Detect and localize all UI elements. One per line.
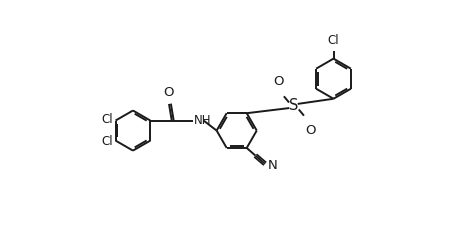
- Text: Cl: Cl: [327, 34, 339, 47]
- Text: O: O: [164, 86, 174, 99]
- Text: Cl: Cl: [101, 135, 113, 149]
- Text: S: S: [289, 99, 298, 114]
- Text: N: N: [268, 159, 278, 172]
- Text: O: O: [273, 75, 284, 88]
- Text: Cl: Cl: [101, 113, 113, 126]
- Text: NH: NH: [194, 114, 211, 127]
- Text: O: O: [305, 124, 316, 137]
